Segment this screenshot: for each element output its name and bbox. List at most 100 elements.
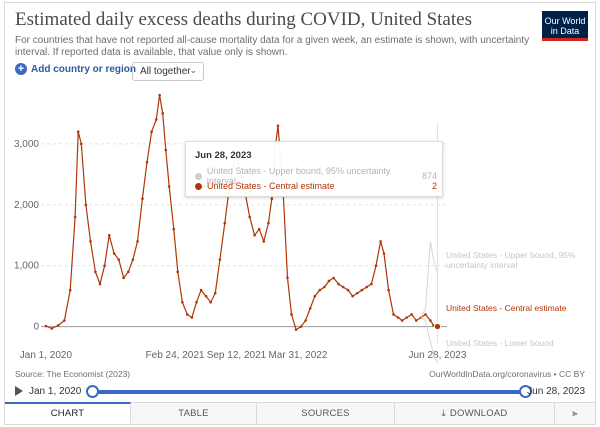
data-point xyxy=(337,282,340,286)
series-line-central xyxy=(45,95,438,331)
data-point xyxy=(117,258,121,261)
tooltip-row-upper: United States - Upper bound, 95% uncerta… xyxy=(195,166,437,186)
x-tick-label: Jan 1, 2020 xyxy=(20,350,73,361)
series-line-upper xyxy=(420,241,438,318)
data-point xyxy=(181,300,184,304)
tab-download[interactable]: ⤓ DOWNLOAD xyxy=(395,403,555,424)
chart-title: Estimated daily excess deaths during COV… xyxy=(15,9,472,30)
data-point xyxy=(410,313,413,316)
data-point xyxy=(76,130,80,134)
source-note[interactable]: Source: The Economist (2023) xyxy=(15,369,131,379)
data-point xyxy=(414,319,418,322)
y-tick-label: 1,000 xyxy=(14,261,39,272)
data-point xyxy=(318,288,322,292)
data-point xyxy=(172,227,176,231)
data-point xyxy=(323,285,326,289)
timeline-start-handle[interactable] xyxy=(86,385,99,398)
data-point xyxy=(176,270,180,274)
data-point xyxy=(112,252,116,255)
data-point xyxy=(304,319,307,322)
data-point xyxy=(429,319,432,322)
x-tick-label: Feb 24, 2021 xyxy=(146,350,205,361)
data-point xyxy=(126,270,130,274)
data-point xyxy=(150,130,153,134)
data-point xyxy=(308,307,312,310)
tab-chart[interactable]: CHART xyxy=(5,402,131,423)
data-point xyxy=(199,288,203,292)
timeline-track[interactable] xyxy=(92,390,526,394)
data-point xyxy=(73,215,77,219)
data-point xyxy=(351,294,354,298)
data-point xyxy=(365,285,369,289)
data-point xyxy=(400,319,404,322)
series-label-lower: United States - Lower bound xyxy=(446,338,554,348)
data-point xyxy=(164,148,168,152)
tooltip-date: Jun 28, 2023 xyxy=(195,150,252,161)
chevron-down-icon: ⌄ xyxy=(189,65,197,75)
data-point xyxy=(346,288,350,292)
tooltip-central-value: 2 xyxy=(431,181,437,191)
share-button[interactable]: ⪢ xyxy=(555,403,595,424)
data-point xyxy=(98,282,102,286)
tooltip-upper-value: 874 xyxy=(421,171,437,181)
series-label-upper: United States - Upper bound, 95% uncertai… xyxy=(446,250,576,270)
data-point xyxy=(158,93,161,97)
data-point xyxy=(56,324,60,327)
data-point xyxy=(122,276,125,280)
timeline-start-date: Jan 1, 2020 xyxy=(29,386,82,397)
data-point xyxy=(195,300,198,304)
data-point xyxy=(276,124,280,127)
data-point xyxy=(392,313,395,316)
data-point xyxy=(382,252,386,255)
data-point xyxy=(103,264,106,268)
plus-icon: + xyxy=(15,63,27,75)
data-point xyxy=(341,285,345,289)
data-point xyxy=(290,313,293,316)
tab-table[interactable]: TABLE xyxy=(131,403,257,424)
tooltip-central-dot xyxy=(195,182,202,190)
data-point xyxy=(262,240,266,243)
data-point xyxy=(286,276,289,280)
y-tick-label: 2,000 xyxy=(14,200,39,211)
data-point xyxy=(154,118,158,121)
data-point xyxy=(360,288,364,292)
tooltip-upper-dot xyxy=(195,172,202,180)
facet-dropdown[interactable]: All together ⌄ xyxy=(132,62,204,81)
share-icon: ⪢ xyxy=(572,408,578,419)
logo-line2: in Data xyxy=(550,26,580,36)
add-country-label: Add country or region xyxy=(31,63,136,75)
timeline-end-handle[interactable] xyxy=(519,385,532,398)
data-point xyxy=(213,291,217,295)
hover-point xyxy=(433,322,442,331)
data-point xyxy=(84,203,88,207)
data-point xyxy=(374,264,378,268)
add-country-button[interactable]: + Add country or region xyxy=(15,63,136,75)
data-point xyxy=(223,221,227,225)
timeline-slider[interactable]: Jan 1, 2020 Jun 28, 2023 xyxy=(13,383,589,401)
owid-logo[interactable]: Our World in Data xyxy=(542,11,588,41)
tab-bar: CHART TABLE SOURCES ⤓ DOWNLOAD ⪢ xyxy=(5,402,595,424)
y-tick-label: 0 xyxy=(33,322,39,333)
data-point xyxy=(141,197,144,201)
data-point xyxy=(405,316,409,319)
license-note[interactable]: OurWorldInData.org/coronavirus • CC BY xyxy=(429,369,585,379)
data-point xyxy=(161,112,165,115)
x-tick-label: Sep 12, 2021 xyxy=(207,350,267,361)
data-point xyxy=(218,258,222,261)
download-icon: ⤓ xyxy=(441,408,446,419)
play-icon[interactable] xyxy=(15,386,23,396)
data-point xyxy=(370,282,373,286)
data-point xyxy=(50,327,54,330)
data-point xyxy=(44,324,48,328)
tooltip-central-label: United States - Central estimate xyxy=(207,181,335,191)
data-point xyxy=(107,233,111,237)
tooltip-row-central: United States - Central estimate 2 xyxy=(195,181,437,191)
data-point xyxy=(94,270,97,274)
chart-subtitle: For countries that have not reported all… xyxy=(15,35,530,58)
y-tick-label: 3,000 xyxy=(14,139,39,150)
line-chart[interactable]: 0 1,000 2,000 3,000 Jan 1, 2020 Feb 24, 2021 S… xyxy=(5,83,595,368)
tab-sources[interactable]: SOURCES xyxy=(257,403,395,424)
series-line-lower xyxy=(420,317,438,364)
data-point xyxy=(294,328,298,331)
data-point xyxy=(185,313,189,316)
